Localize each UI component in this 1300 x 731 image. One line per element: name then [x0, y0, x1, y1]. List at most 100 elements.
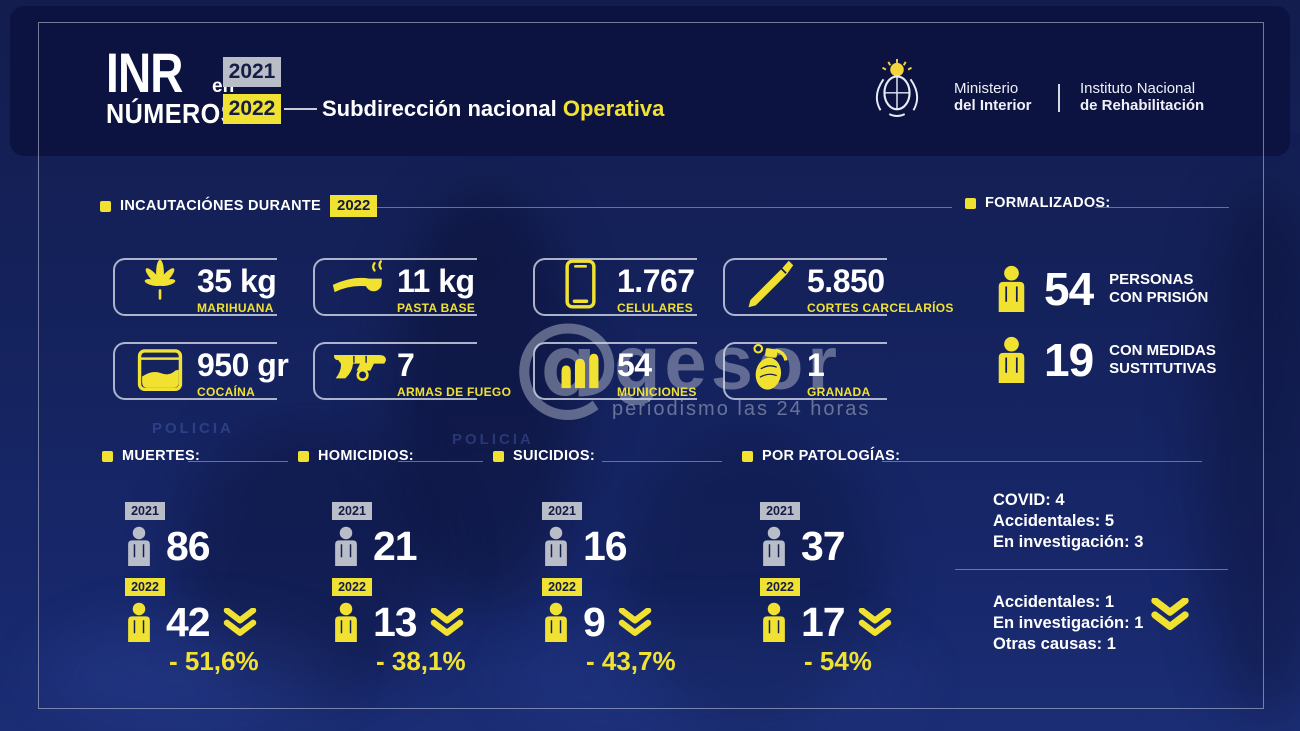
formalizados-sustitutivas: 19 CON MEDIDAS SUSTITUTIVAS [995, 336, 1216, 383]
section-patologias-label: POR PATOLOGÍAS: [762, 448, 901, 464]
section-incautaciones-badge: 2022 [329, 195, 378, 217]
formalizados-value: 19 [1044, 333, 1094, 386]
label-line: SUSTITUTIVAS [1109, 359, 1217, 377]
institute-wordmark: Instituto Nacional de Rehabilitación [1080, 80, 1204, 114]
detail-line: En investigación: 3 [993, 533, 1144, 551]
section-formalizados: FORMALIZADOS: [965, 195, 1111, 211]
stat-value-2022: 17 [801, 598, 846, 645]
delta-percentage: - 43,7% [586, 646, 676, 676]
watermark-tagline: periodismo las 24 horas [612, 398, 871, 420]
person-icon [763, 526, 785, 566]
person-icon [998, 336, 1025, 383]
year-badge-2022: 2022 [542, 578, 582, 596]
section-line [188, 461, 288, 462]
bullet-icon [102, 450, 113, 462]
detail-line: En investigación: 1 [993, 614, 1144, 632]
stat-value-2021: 21 [373, 522, 418, 569]
subtitle: Subdirección nacional Operativa [322, 96, 664, 122]
bullets-icon [549, 342, 611, 394]
seizure-label: ARMAS DE FUEGO [397, 385, 512, 399]
double-chevron-down-icon [618, 608, 652, 636]
seizure-label: COCAÍNA [197, 385, 256, 399]
section-muertes-label: MUERTES: [122, 448, 201, 464]
item-bracket [113, 258, 277, 316]
delta-percentage: - 54% [804, 646, 872, 676]
seizure-item-granada: 1 GRANADA [723, 340, 908, 400]
item-bracket [723, 342, 887, 400]
person-icon [128, 526, 150, 566]
background-highlight [500, 620, 920, 731]
delta-percentage: - 51,6% [169, 646, 259, 676]
formalizados-prision: 54 PERSONAS CON PRISIÓN [995, 265, 1208, 312]
seizure-value: 1.767 [617, 263, 695, 299]
seizure-label: CELULARES [617, 301, 694, 315]
institute-line2: de Rehabilitación [1080, 97, 1205, 114]
background-shadow [390, 190, 580, 610]
section-line [602, 461, 722, 462]
connector-line [284, 108, 317, 110]
delta-percentage: - 38,1% [376, 646, 466, 676]
seizure-value: 7 [397, 347, 415, 383]
stat-value-2022: 13 [373, 598, 418, 645]
revolver-icon [329, 342, 391, 394]
year-badge-2022: 2022 [125, 578, 165, 596]
deaths-detail-bottom: Accidentales: 1 En investigación: 1 Otra… [993, 592, 1143, 655]
detail-line: COVID: 4 [993, 491, 1065, 509]
section-suicidios: SUICIDIOS: [493, 448, 595, 464]
bullet-icon [742, 450, 753, 462]
cocaine-bag-icon [129, 342, 191, 394]
section-line [398, 461, 483, 462]
background-shadow [180, 420, 440, 700]
double-chevron-down-icon [1150, 597, 1190, 635]
year-badge-2022: 2022 [760, 578, 800, 596]
stat-value-2022: 9 [583, 598, 606, 645]
seizure-value: 54 [617, 347, 652, 383]
marijuana-icon [129, 258, 191, 310]
item-bracket [723, 258, 887, 316]
section-incautaciones: INCAUTACIÓNES DURANTE 2022 [100, 195, 378, 217]
subtitle-prefix: Subdirección nacional [322, 96, 557, 121]
bullet-icon [965, 197, 976, 209]
background-highlight [40, 620, 340, 730]
double-chevron-down-icon [858, 608, 891, 636]
detail-line: Accidentales: 1 [993, 593, 1115, 611]
year-badge-2022: 2022 [223, 94, 281, 124]
section-line [1095, 207, 1229, 208]
detail-line: Accidentales: 5 [993, 512, 1115, 530]
stat-column-patologias: 2021 37 2022 17 - 54% [760, 502, 892, 677]
background-policia-text: POLICIA [452, 431, 534, 448]
ministry-wordmark: Ministerio del Interior [954, 80, 1032, 114]
logo-divider [1058, 84, 1060, 112]
seizure-item-marihuana: 35 kg MARIHUANA [113, 256, 298, 316]
double-chevron-down-icon [223, 608, 256, 636]
ministry-line2: del Interior [954, 97, 1032, 114]
person-icon [763, 602, 785, 642]
title-inr: INR [106, 41, 183, 104]
phone-icon [549, 258, 611, 310]
seizure-value: 950 gr [197, 347, 289, 383]
seizure-item-cortes: 5.850 CORTES CARCELARÍOS [723, 256, 953, 316]
stat-value-2021: 16 [583, 522, 628, 569]
section-suicidios-label: SUICIDIOS: [513, 448, 595, 464]
bullet-icon [493, 450, 504, 462]
institute-line1: Instituto Nacional [1080, 80, 1196, 97]
seizure-item-pasta-base: 11 kg PASTA BASE [313, 256, 498, 316]
seizure-label: MUNICIONES [617, 385, 697, 399]
person-icon [335, 602, 357, 642]
seizure-label: GRANADA [807, 385, 871, 399]
section-homicidios-label: HOMICIDIOS: [318, 448, 414, 464]
person-icon [545, 526, 567, 566]
section-line [882, 461, 1202, 462]
label-line: PERSONAS [1109, 270, 1194, 288]
formalizados-label: PERSONAS CON PRISIÓN [1109, 271, 1208, 307]
stat-column-homicidios: 2021 21 2022 13 - 38,1% [332, 502, 466, 677]
section-homicidios: HOMICIDIOS: [298, 448, 414, 464]
grenade-icon [739, 342, 801, 394]
background-shadow [620, 430, 880, 730]
item-bracket [113, 342, 277, 400]
year-badge-2021: 2021 [125, 502, 165, 520]
stat-value-2021: 37 [801, 522, 846, 569]
background-shadow [1200, 180, 1300, 720]
header: INR en NÚMEROS 2021 2022 Subdirección na… [10, 6, 1290, 156]
